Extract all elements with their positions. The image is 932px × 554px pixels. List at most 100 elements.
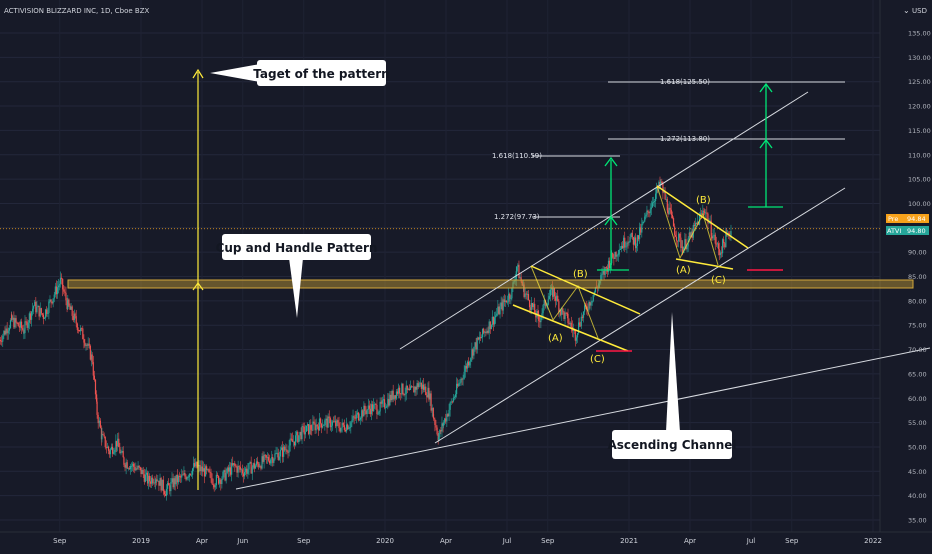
candle-body	[383, 399, 384, 400]
candle-body	[583, 312, 584, 318]
candle-body	[458, 383, 459, 386]
candle-body	[188, 477, 189, 478]
candle-body	[175, 478, 176, 484]
candle-body	[343, 423, 344, 425]
candle-body	[189, 474, 190, 477]
candle-body	[102, 434, 103, 435]
currency-dropdown-icon[interactable]: ⌄	[903, 6, 910, 15]
candle-body	[245, 469, 246, 472]
candle-body	[145, 475, 146, 482]
candle-body	[12, 318, 13, 320]
price-label-pre: Pre 94.84	[886, 214, 929, 223]
candle-body	[532, 303, 533, 307]
candle-body	[295, 435, 296, 445]
candle-body	[99, 421, 100, 423]
candle-body	[247, 469, 248, 473]
candle-body	[35, 302, 36, 312]
candle-body	[61, 278, 62, 279]
candle-body	[158, 481, 159, 486]
candle-body	[47, 313, 48, 314]
candle-body	[76, 316, 77, 323]
candle-body	[720, 253, 721, 255]
candle-body	[312, 422, 313, 431]
candle-body	[215, 485, 216, 487]
candle-body	[516, 267, 517, 271]
candle-body	[352, 416, 353, 420]
candle-body	[410, 386, 411, 390]
candle-body	[148, 476, 149, 484]
candle-body	[141, 470, 142, 474]
candle-body	[321, 424, 322, 428]
candle-body	[485, 332, 486, 333]
candle-body	[667, 211, 668, 215]
candle-body	[487, 331, 488, 333]
candle-body	[365, 411, 366, 414]
candle-body	[328, 417, 329, 428]
candle-body	[618, 255, 619, 256]
candle-body	[342, 423, 343, 428]
candle-body	[482, 329, 483, 337]
candle-body	[155, 479, 156, 483]
candle-body	[396, 391, 397, 398]
price-label-atvi: ATVI 94.80	[886, 226, 929, 235]
candle-body	[278, 453, 279, 460]
candle-body	[270, 460, 271, 464]
candle-body	[11, 314, 12, 319]
y-tick-label: 85.00	[908, 273, 927, 281]
candle-body	[678, 234, 679, 242]
candle-body	[25, 321, 26, 322]
candle-body	[652, 203, 653, 208]
candle-body	[653, 202, 654, 203]
candle-body	[161, 478, 162, 490]
candle-body	[708, 223, 709, 224]
candle-body	[416, 383, 417, 390]
candle-body	[27, 321, 28, 327]
candle-body	[265, 455, 266, 456]
candle-body	[507, 302, 508, 303]
candle-body	[262, 456, 263, 462]
candle-body	[64, 292, 65, 293]
candle-body	[670, 208, 671, 210]
x-tick-label: 2022	[864, 537, 882, 545]
candle-body	[49, 300, 50, 302]
candle-body	[39, 306, 40, 317]
candle-body	[289, 446, 290, 453]
candle-body	[477, 338, 478, 350]
candle-body	[44, 318, 45, 319]
candle-body	[415, 387, 416, 390]
candle-body	[719, 249, 720, 255]
candle-body	[601, 274, 602, 276]
candle-body	[362, 410, 363, 416]
candle-body	[130, 466, 131, 469]
candle-body	[654, 201, 655, 202]
candle-body	[563, 312, 564, 319]
candle-body	[149, 476, 150, 481]
candle-body	[637, 235, 638, 246]
candle-body	[466, 366, 467, 369]
candle-body	[571, 323, 572, 327]
candle-body	[254, 463, 255, 468]
candle-body	[462, 379, 463, 380]
candle-body	[457, 384, 458, 386]
price-label-atvi-value: 94.80	[907, 227, 926, 235]
candle-body	[128, 468, 129, 469]
candle-body	[556, 296, 557, 301]
candle-body	[553, 288, 554, 297]
candle-body	[445, 418, 446, 421]
candle-body	[77, 324, 78, 330]
candle-body	[577, 333, 578, 337]
candle-body	[332, 422, 333, 426]
y-tick-label: 45.00	[908, 468, 927, 476]
candle-body	[40, 308, 41, 316]
candle-body	[68, 300, 69, 306]
candle-body	[636, 246, 637, 248]
candle-body	[55, 286, 56, 294]
candle-body	[407, 386, 408, 390]
candle-body	[219, 480, 220, 484]
candle-body	[18, 323, 19, 326]
candle-body	[117, 439, 118, 447]
candle-body	[467, 362, 468, 369]
candle-body	[380, 402, 381, 412]
candle-body	[486, 331, 487, 333]
y-tick-label: 110.00	[908, 151, 931, 159]
